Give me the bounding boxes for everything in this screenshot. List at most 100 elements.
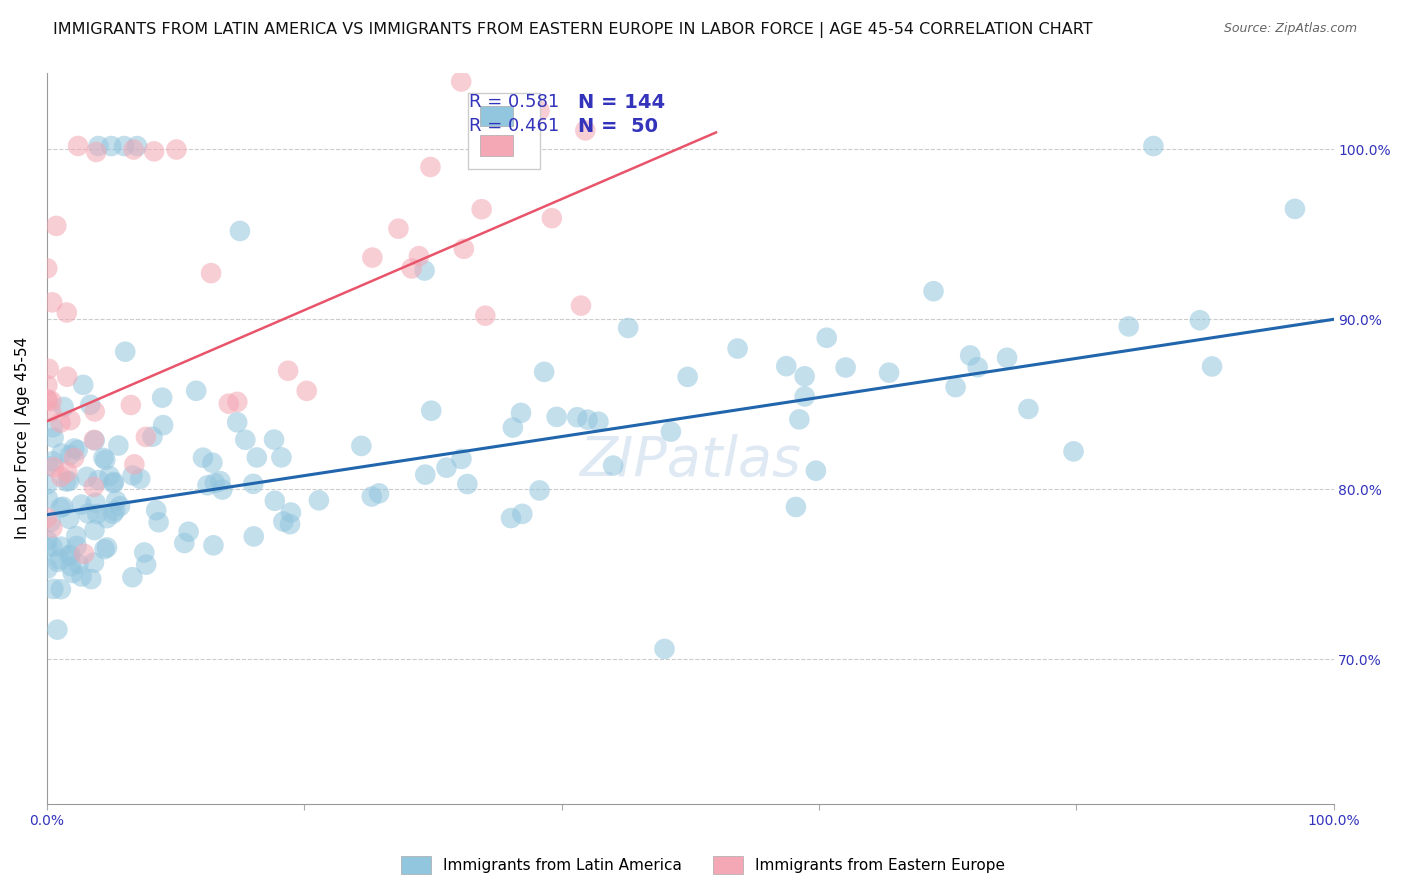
Point bbox=[37, 561, 59, 575]
Point bbox=[263, 493, 285, 508]
Point bbox=[569, 299, 592, 313]
Point bbox=[408, 249, 430, 263]
Legend: , : , bbox=[468, 93, 540, 169]
Point bbox=[368, 486, 391, 500]
Point bbox=[56, 369, 79, 384]
Point bbox=[413, 467, 436, 482]
Point bbox=[235, 433, 257, 447]
Point bbox=[529, 103, 551, 118]
Point bbox=[35, 541, 58, 555]
Point bbox=[450, 74, 472, 88]
Point bbox=[46, 555, 69, 569]
Point bbox=[100, 139, 122, 153]
Point bbox=[148, 515, 170, 529]
Point bbox=[191, 450, 214, 465]
Point bbox=[56, 465, 79, 479]
Point bbox=[42, 460, 65, 475]
Point bbox=[450, 452, 472, 467]
Point bbox=[273, 515, 295, 529]
Point bbox=[83, 434, 105, 448]
Point bbox=[135, 558, 157, 572]
Point bbox=[49, 416, 72, 430]
Point bbox=[52, 400, 75, 414]
Point bbox=[727, 342, 749, 356]
Point bbox=[793, 369, 815, 384]
Point bbox=[87, 139, 110, 153]
Point bbox=[995, 351, 1018, 365]
Point bbox=[1201, 359, 1223, 374]
Point bbox=[67, 557, 90, 571]
Point bbox=[41, 454, 63, 468]
Point bbox=[135, 430, 157, 444]
Point bbox=[42, 420, 65, 434]
Point bbox=[775, 359, 797, 374]
Point bbox=[277, 364, 299, 378]
Point bbox=[79, 398, 101, 412]
Point bbox=[1017, 401, 1039, 416]
Point bbox=[55, 475, 77, 489]
Point bbox=[94, 453, 117, 467]
Point bbox=[202, 538, 225, 552]
Point bbox=[93, 450, 115, 465]
Point bbox=[226, 395, 249, 409]
Point bbox=[103, 476, 125, 491]
Point bbox=[659, 425, 682, 439]
Point bbox=[37, 458, 59, 473]
Point bbox=[62, 566, 84, 580]
Point bbox=[37, 491, 59, 506]
Point bbox=[166, 143, 188, 157]
Point bbox=[361, 251, 384, 265]
Point bbox=[56, 305, 79, 319]
Point bbox=[145, 503, 167, 517]
Point bbox=[922, 284, 945, 298]
Point bbox=[63, 442, 86, 456]
Point bbox=[70, 569, 93, 583]
Point bbox=[474, 309, 496, 323]
Point bbox=[105, 493, 128, 508]
Point bbox=[98, 469, 121, 483]
Point bbox=[41, 394, 63, 409]
Point bbox=[413, 263, 436, 277]
Point bbox=[45, 219, 67, 233]
Point bbox=[35, 392, 58, 406]
Point bbox=[617, 321, 640, 335]
Point bbox=[112, 139, 135, 153]
Text: R = 0.461: R = 0.461 bbox=[470, 118, 560, 136]
Point bbox=[499, 511, 522, 525]
Point bbox=[512, 507, 534, 521]
Point bbox=[567, 410, 589, 425]
Point bbox=[42, 582, 65, 596]
Point bbox=[270, 450, 292, 465]
Point bbox=[48, 552, 70, 566]
Point bbox=[121, 570, 143, 584]
Point bbox=[49, 470, 72, 484]
Point bbox=[510, 406, 533, 420]
Point bbox=[37, 261, 59, 276]
Point bbox=[103, 475, 125, 489]
Point bbox=[150, 391, 173, 405]
Point bbox=[576, 412, 599, 426]
Point bbox=[41, 540, 63, 554]
Point bbox=[58, 549, 80, 563]
Point bbox=[204, 475, 226, 490]
Point bbox=[1063, 444, 1085, 458]
Point bbox=[49, 500, 72, 515]
Point bbox=[793, 389, 815, 403]
Point bbox=[96, 541, 118, 555]
Point bbox=[456, 477, 478, 491]
Text: N =  50: N = 50 bbox=[578, 117, 658, 136]
Point bbox=[529, 483, 551, 498]
Point bbox=[201, 456, 224, 470]
Point bbox=[51, 446, 73, 460]
Point bbox=[46, 623, 69, 637]
Point bbox=[350, 439, 373, 453]
Point bbox=[218, 397, 240, 411]
Point bbox=[588, 415, 610, 429]
Point bbox=[1142, 139, 1164, 153]
Point bbox=[152, 418, 174, 433]
Point bbox=[471, 202, 494, 217]
Point bbox=[602, 458, 624, 473]
Point bbox=[834, 360, 856, 375]
Point bbox=[83, 433, 105, 447]
Point bbox=[278, 517, 301, 532]
